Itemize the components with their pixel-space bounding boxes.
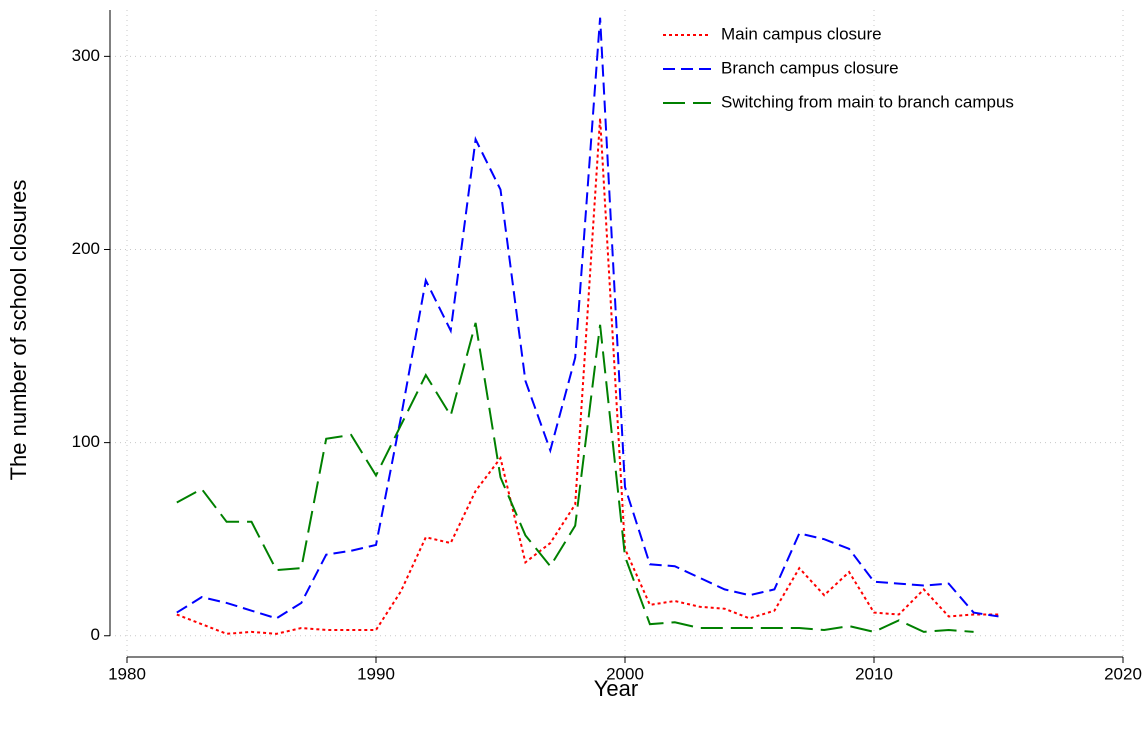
x-tick-label: 2010 — [855, 664, 893, 683]
legend-label: Branch campus closure — [721, 58, 899, 77]
x-tick-label: 2020 — [1104, 664, 1142, 683]
x-tick-label: 2000 — [606, 664, 644, 683]
legend: Main campus closure Branch campus closure… — [663, 24, 1014, 111]
y-tick-label: 200 — [72, 239, 100, 258]
y-tick-label: 300 — [72, 46, 100, 65]
series-line — [176, 118, 999, 635]
x-tick-label: 1980 — [108, 664, 146, 683]
x-tick-label: 1990 — [357, 664, 395, 683]
y-axis-label: The number of school closures — [6, 180, 31, 481]
x-axis-label: Year — [594, 676, 638, 701]
y-tick-label: 0 — [91, 625, 100, 644]
legend-label: Main campus closure — [721, 24, 882, 43]
series-line — [176, 17, 999, 620]
series-line — [176, 322, 974, 633]
legend-label: Switching from main to branch campus — [721, 92, 1014, 111]
y-tick-label: 100 — [72, 432, 100, 451]
